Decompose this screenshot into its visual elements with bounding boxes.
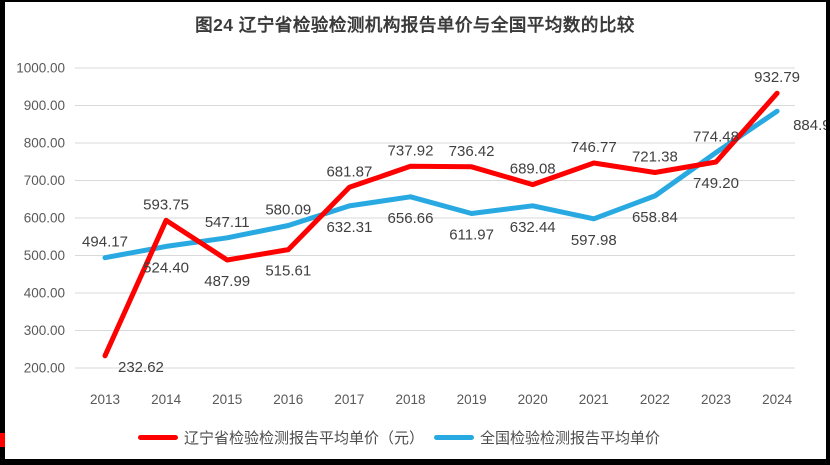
data-label: 232.62 xyxy=(118,359,164,376)
legend-item-liaoning: 辽宁省检验检测报告平均单价（元） xyxy=(138,427,424,448)
data-label: 721.38 xyxy=(632,148,678,165)
y-axis-labels: 200.00 300.00 400.00 500.00 600.00 700.00 800.… xyxy=(16,61,65,376)
x-axis-labels: 2013 2014 2015 2016 2017 2018 2019 2020 2021 2022… xyxy=(90,392,793,407)
x-tick-label: 2020 xyxy=(518,392,548,407)
data-label: 774.48 xyxy=(693,129,739,146)
data-label: 736.42 xyxy=(449,143,495,160)
data-label: 932.79 xyxy=(754,69,800,86)
y-tick-label: 800.00 xyxy=(24,136,65,151)
y-tick-label: 400.00 xyxy=(24,286,65,301)
data-label: 681.87 xyxy=(326,163,372,180)
frame-border-top xyxy=(0,0,830,2)
chart-title: 图24 辽宁省检验检测机构报告单价与全国平均数的比较 xyxy=(195,15,635,35)
y-tick-label: 300.00 xyxy=(24,323,65,338)
liaoning-series-line xyxy=(102,90,780,359)
red-handle-mark xyxy=(0,433,5,447)
data-label: 597.98 xyxy=(571,232,617,249)
legend: 辽宁省检验检测报告平均单价（元） 全国检验检测报告平均单价 xyxy=(138,427,660,448)
x-tick-label: 2024 xyxy=(762,392,793,407)
data-label: 749.20 xyxy=(693,175,739,192)
x-tick-label: 2021 xyxy=(579,392,609,407)
x-tick-label: 2017 xyxy=(334,392,364,407)
data-label: 487.99 xyxy=(204,273,250,290)
data-label: 884.93 xyxy=(793,117,830,134)
x-tick-label: 2014 xyxy=(151,392,182,407)
data-label: 580.09 xyxy=(265,201,311,218)
x-tick-label: 2023 xyxy=(701,392,731,407)
data-label: 632.31 xyxy=(326,219,372,236)
data-label: 656.66 xyxy=(388,210,434,227)
x-tick-label: 2016 xyxy=(273,392,303,407)
liaoning-data-labels: 232.62 593.75 487.99 515.61 681.87 737.92 736.… xyxy=(118,69,800,376)
data-label: 611.97 xyxy=(449,227,494,244)
data-label: 547.11 xyxy=(205,214,250,231)
frame-border-bottom xyxy=(0,459,830,465)
x-tick-label: 2022 xyxy=(640,392,670,407)
data-label: 689.08 xyxy=(510,161,556,178)
y-tick-label: 600.00 xyxy=(24,211,65,226)
x-tick-label: 2015 xyxy=(212,392,242,407)
x-tick-label: 2018 xyxy=(395,392,425,407)
national-data-labels: 494.17 524.40 547.11 580.09 632.31 656.66 611.… xyxy=(82,117,830,276)
data-label: 746.77 xyxy=(571,139,617,156)
y-tick-label: 200.00 xyxy=(24,361,65,376)
data-label: 515.61 xyxy=(265,263,311,280)
y-tick-label: 900.00 xyxy=(24,98,65,113)
legend-item-national: 全国检验检测报告平均单价 xyxy=(434,427,660,448)
x-tick-label: 2013 xyxy=(90,392,120,407)
gridlines xyxy=(75,67,795,369)
legend-label-national: 全国检验检测报告平均单价 xyxy=(480,430,661,447)
data-label: 632.44 xyxy=(510,219,556,236)
data-label: 737.92 xyxy=(388,142,434,159)
x-tick-label: 2019 xyxy=(457,392,487,407)
data-label: 494.17 xyxy=(82,234,128,251)
national-series-line xyxy=(102,108,780,261)
y-tick-label: 1000.00 xyxy=(16,61,65,76)
data-label: 593.75 xyxy=(143,196,189,213)
data-label: 524.40 xyxy=(143,259,189,276)
data-label: 658.84 xyxy=(632,209,678,226)
legend-label-liaoning: 辽宁省检验检测报告平均单价（元） xyxy=(184,430,425,447)
y-tick-label: 700.00 xyxy=(24,173,65,188)
red-line-swatch xyxy=(138,435,178,440)
y-tick-label: 500.00 xyxy=(24,248,65,263)
frame-border-right xyxy=(826,0,830,465)
blue-line-swatch xyxy=(434,435,475,440)
frame-border-left xyxy=(0,0,5,465)
